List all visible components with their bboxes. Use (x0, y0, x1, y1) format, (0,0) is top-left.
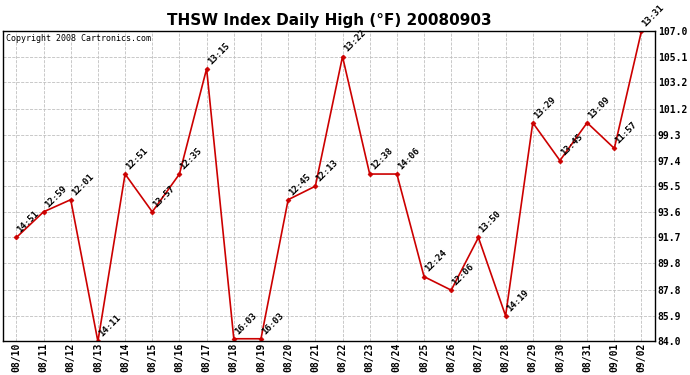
Text: 12:38: 12:38 (369, 146, 394, 171)
Text: 13:45: 13:45 (559, 132, 584, 158)
Text: 11:57: 11:57 (613, 120, 639, 146)
Text: 13:57: 13:57 (151, 184, 177, 209)
Text: 12:51: 12:51 (124, 146, 150, 171)
Text: 14:11: 14:11 (97, 314, 122, 339)
Text: 16:03: 16:03 (233, 310, 258, 336)
Text: 12:01: 12:01 (70, 171, 95, 197)
Text: 12:59: 12:59 (43, 184, 68, 209)
Title: THSW Index Daily High (°F) 20080903: THSW Index Daily High (°F) 20080903 (166, 13, 491, 28)
Text: 13:31: 13:31 (641, 3, 666, 28)
Text: 13:15: 13:15 (206, 40, 231, 66)
Text: 13:09: 13:09 (586, 94, 611, 120)
Text: 14:19: 14:19 (505, 288, 530, 313)
Text: 12:13: 12:13 (315, 158, 340, 183)
Text: 12:45: 12:45 (287, 171, 313, 197)
Text: 14:51: 14:51 (16, 209, 41, 235)
Text: 16:03: 16:03 (260, 310, 286, 336)
Text: 12:35: 12:35 (179, 146, 204, 171)
Text: 13:29: 13:29 (532, 94, 558, 120)
Text: 12:06: 12:06 (451, 262, 476, 287)
Text: 14:06: 14:06 (396, 146, 422, 171)
Text: Copyright 2008 Cartronics.com: Copyright 2008 Cartronics.com (6, 34, 151, 43)
Text: 13:22: 13:22 (342, 28, 367, 54)
Text: 12:24: 12:24 (423, 249, 448, 274)
Text: 13:50: 13:50 (477, 209, 503, 235)
